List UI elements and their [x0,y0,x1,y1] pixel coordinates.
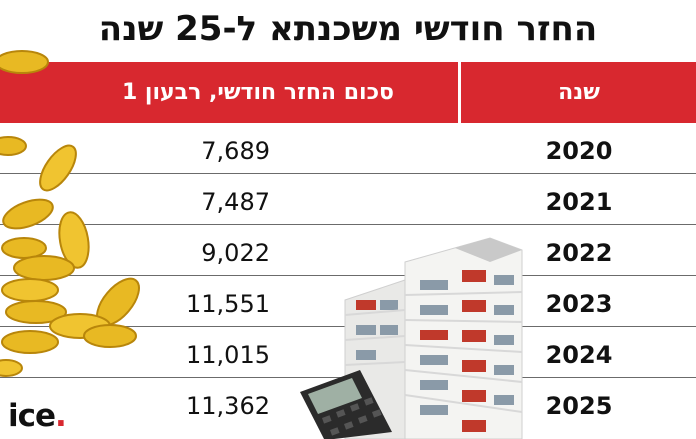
table-row: 9,022 2022 [0,225,696,276]
header-divider [458,62,461,123]
table-row: 7,689 2020 [0,123,696,174]
table-row: 11,015 2024 [0,327,696,378]
amount-cell: 11,015 [186,341,270,369]
amount-cell: 7,487 [201,188,270,216]
table-row: 11,362 2025 [0,378,696,429]
amount-cell: 11,551 [186,290,270,318]
table-row: 7,487 2021 [0,174,696,225]
year-cell: 2020 [545,137,613,165]
page-title: החזר חודשי משכנתא ל-25 שנה [98,9,598,49]
header-year: שנה [558,80,600,105]
header-amount: סכום החזר חודשי, רבעון 1 [121,80,394,105]
year-cell: 2021 [545,188,613,216]
amount-cell: 9,022 [201,239,270,267]
year-cell: 2024 [545,341,613,369]
table-row: 11,551 2023 [0,276,696,327]
year-cell: 2023 [545,290,613,318]
year-cell: 2025 [545,392,613,420]
table-header: שנה סכום החזר חודשי, רבעון 1 [0,62,696,123]
ice-logo: ice. [8,398,67,434]
amount-cell: 7,689 [201,137,270,165]
mortgage-table: שנה סכום החזר חודשי, רבעון 1 7,689 2020 … [0,62,696,439]
year-cell: 2022 [545,239,613,267]
amount-cell: 11,362 [186,392,270,420]
